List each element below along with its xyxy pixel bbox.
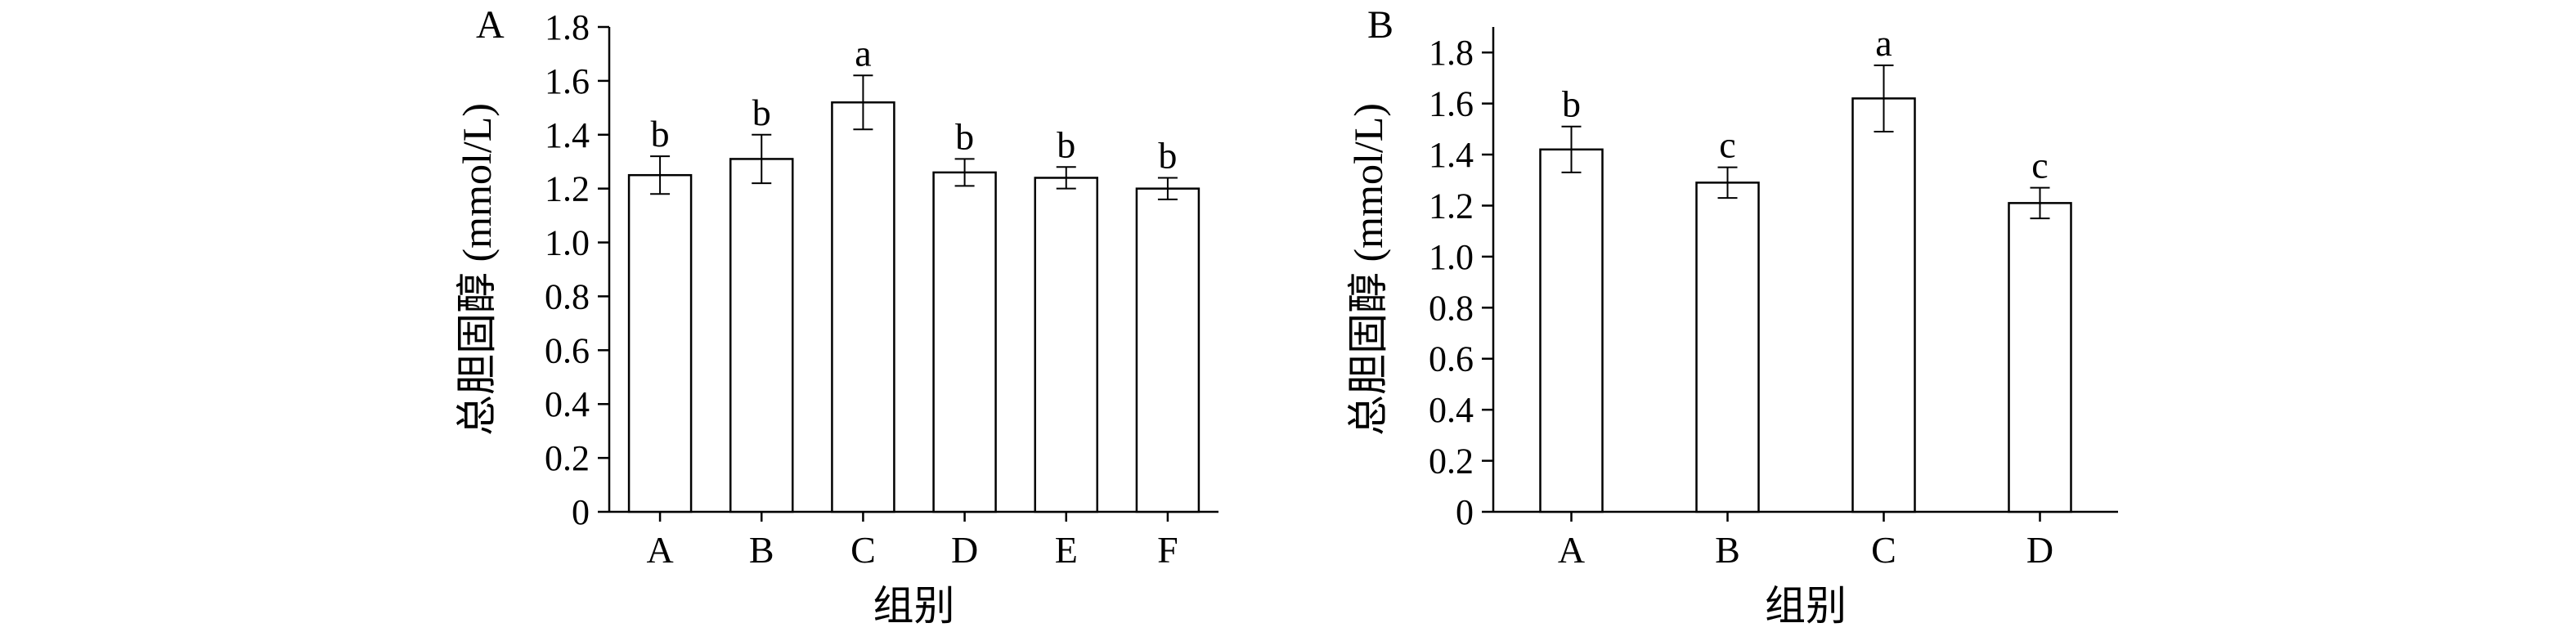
y-tick-label: 0.6 bbox=[545, 330, 590, 370]
significance-label: b bbox=[1057, 123, 1075, 165]
significance-label: c bbox=[2031, 145, 2048, 186]
significance-label: a bbox=[855, 32, 871, 74]
panel-label: B bbox=[1367, 3, 1393, 47]
y-tick-label: 1.0 bbox=[1429, 237, 1474, 277]
y-tick-label: 1.6 bbox=[545, 61, 590, 101]
bar bbox=[2008, 202, 2072, 513]
x-category-label: C bbox=[1871, 529, 1896, 571]
y-axis-title: 总胆固醇 (mmol/L) bbox=[1345, 103, 1391, 436]
bar bbox=[627, 173, 693, 513]
significance-label: b bbox=[1158, 134, 1177, 176]
y-tick-label: 0.6 bbox=[1429, 339, 1474, 379]
panel-label: A bbox=[476, 3, 505, 47]
x-axis-title: 组别 bbox=[1765, 583, 1847, 629]
x-category-label: E bbox=[1055, 529, 1078, 571]
significance-label: b bbox=[955, 115, 974, 157]
bar bbox=[1135, 187, 1200, 513]
y-tick-label: 1.8 bbox=[545, 7, 590, 47]
panel-b: 0 0.2 0.4 0.6 0.8 1.0 1.2 1.4 1.6 1.8 b Ac Ba Cc D 组别 总胆… bbox=[1345, 3, 2118, 629]
x-category-label: A bbox=[646, 529, 673, 571]
significance-label: a bbox=[1875, 22, 1892, 64]
significance-label: b bbox=[651, 113, 670, 155]
y-tick-label: 0.4 bbox=[1429, 390, 1474, 430]
y-tick-label: 0 bbox=[1456, 492, 1474, 532]
y-tick-label: 1.8 bbox=[1429, 33, 1474, 73]
bar bbox=[831, 101, 895, 513]
y-tick-label: 1.6 bbox=[1429, 84, 1474, 124]
x-category-label: F bbox=[1157, 529, 1178, 571]
y-axis-title: 总胆固醇 (mmol/L) bbox=[454, 103, 500, 436]
significance-label: b bbox=[1562, 83, 1581, 125]
y-tick-label: 1.4 bbox=[545, 115, 590, 155]
x-category-label: A bbox=[1558, 529, 1585, 571]
x-category-label: D bbox=[2026, 529, 2053, 571]
bar bbox=[1034, 177, 1098, 513]
y-tick-label: 0.2 bbox=[545, 438, 590, 478]
y-tick-label: 1.4 bbox=[1429, 135, 1474, 175]
y-tick-label: 0.2 bbox=[1429, 442, 1474, 482]
y-tick-label: 1.2 bbox=[545, 169, 590, 209]
bar bbox=[1695, 182, 1760, 513]
y-tick-label: 0 bbox=[572, 492, 590, 532]
significance-label: c bbox=[1719, 124, 1735, 166]
bar bbox=[1851, 97, 1916, 513]
y-tick-label: 1.0 bbox=[545, 223, 590, 263]
x-category-label: C bbox=[850, 529, 876, 571]
panel-a: 0 0.2 0.4 0.6 0.8 1.0 1.2 1.4 1.6 1.8 b Ab Ba Cb Db Eb F… bbox=[454, 3, 1218, 629]
x-axis-title: 组别 bbox=[873, 583, 955, 629]
y-tick-label: 0.8 bbox=[545, 276, 590, 316]
y-tick-label: 0.4 bbox=[545, 384, 590, 424]
bar bbox=[1539, 148, 1604, 513]
y-tick-label: 0.8 bbox=[1429, 288, 1474, 328]
y-tick-label: 1.2 bbox=[1429, 186, 1474, 226]
bar bbox=[932, 171, 997, 513]
significance-label: b bbox=[752, 92, 771, 133]
x-category-label: B bbox=[749, 529, 774, 571]
x-category-label: D bbox=[951, 529, 978, 571]
bar bbox=[729, 158, 794, 513]
x-category-label: B bbox=[1715, 529, 1740, 571]
